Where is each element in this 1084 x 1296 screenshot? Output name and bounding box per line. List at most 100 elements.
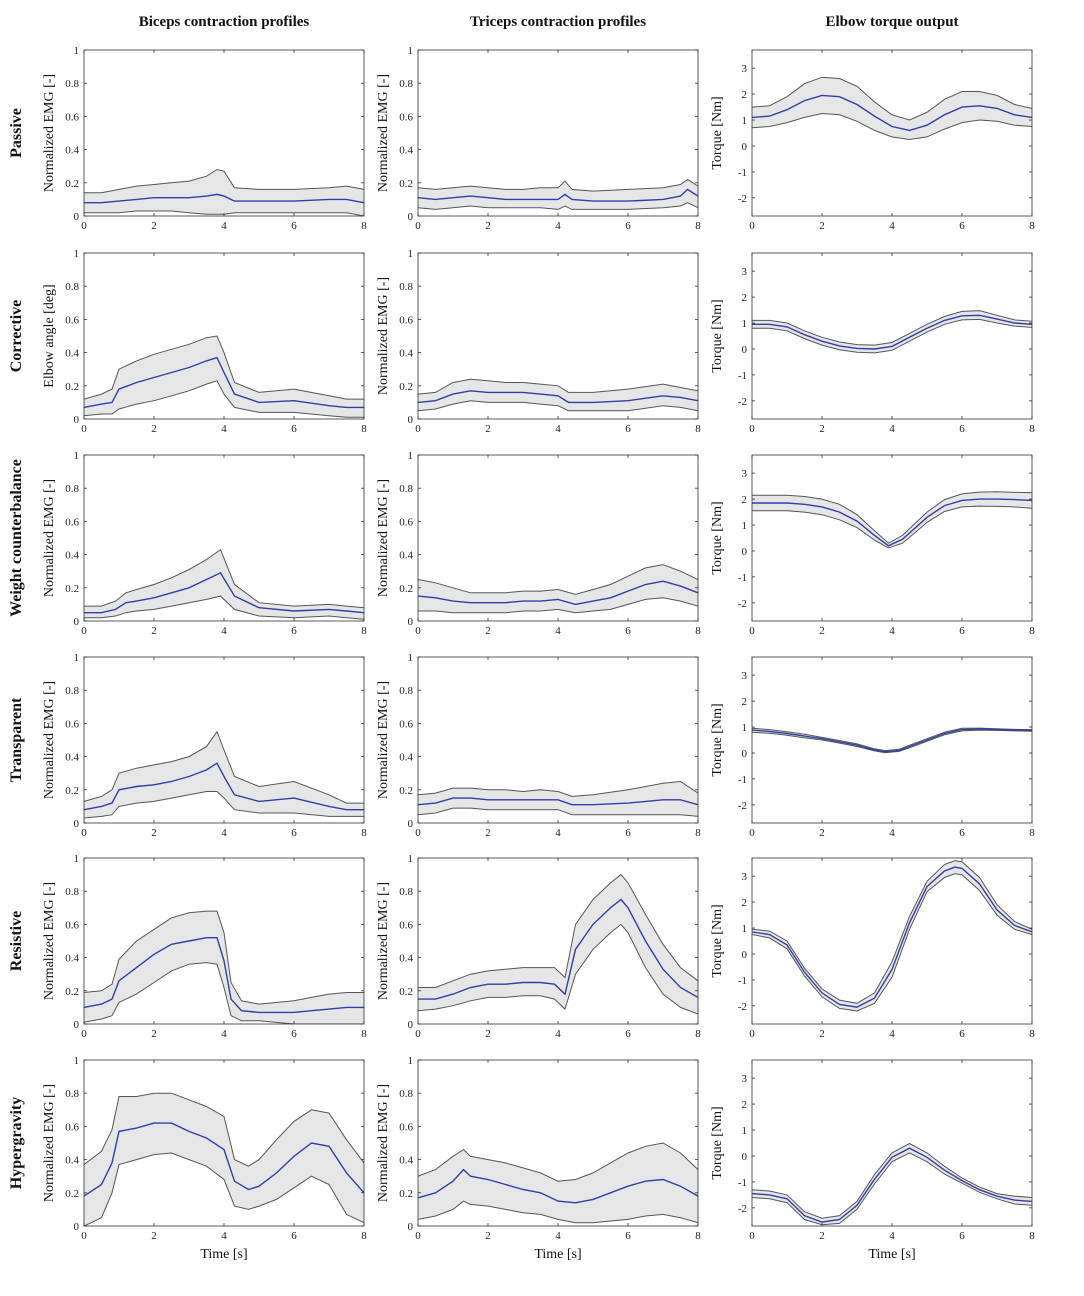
x-tick-label: 4 — [555, 423, 561, 435]
y-axis-label: Normalized EMG [-] — [376, 479, 391, 597]
upper-bound-line — [418, 178, 698, 192]
y-tick-label: -2 — [738, 1001, 747, 1013]
y-tick-label: 1 — [408, 45, 414, 57]
y-tick-label: 3 — [742, 63, 748, 75]
y-tick-label: 0 — [408, 1221, 414, 1233]
x-tick-label: 4 — [221, 220, 227, 232]
x-tick-label: 0 — [415, 827, 421, 839]
y-axis-label: Normalized EMG [-] — [42, 74, 57, 192]
x-tick-label: 6 — [959, 625, 965, 637]
y-tick-label: 0 — [74, 1221, 80, 1233]
panel-transparent-triceps: 0 2 4 6 8 0 0.2 0.4 0.6 0.8 1 Normalized EMG [-] — [376, 652, 701, 839]
std-band — [84, 1093, 364, 1226]
y-tick-label: 1 — [408, 1055, 414, 1067]
panel-weight-counterbalance-triceps: 0 2 4 6 8 0 0.2 0.4 0.6 0.8 1 Normalized EMG [-] — [376, 450, 701, 637]
panel-resistive-triceps: 0 2 4 6 8 0 0.2 0.4 0.6 0.8 1 Normalized EMG [-] — [376, 853, 701, 1040]
y-tick-label: 0.2 — [65, 1188, 79, 1200]
y-tick-label: 0.6 — [65, 516, 79, 528]
upper-bound-line — [418, 564, 698, 595]
panel-hypergravity-triceps: 0 2 4 6 8 0 0.2 0.4 0.6 0.8 1 Normalized EMG [-] — [376, 1055, 701, 1242]
x-tick-label: 2 — [819, 827, 825, 839]
plot-area — [752, 1060, 1032, 1226]
x-tick-label: 2 — [819, 625, 825, 637]
panel-resistive-biceps: 0 2 4 6 8 0 0.2 0.4 0.6 0.8 1 Normalized EMG [-] — [42, 853, 367, 1040]
x-tick-label: 4 — [221, 625, 227, 637]
panel-corrective-elbow: 0 2 4 6 8 -2 -1 0 1 2 3 Torque [Nm] — [710, 252, 1035, 435]
y-tick-label: 1 — [74, 450, 80, 462]
x-tick-label: 2 — [151, 625, 157, 637]
x-tick-label: 8 — [695, 1230, 701, 1242]
y-tick-label: -1 — [738, 774, 747, 786]
y-tick-label: 0.2 — [399, 381, 413, 393]
x-tick-label: 2 — [485, 827, 491, 839]
panel-hypergravity-elbow: 0 2 4 6 8 -2 -1 0 1 2 3 Torque [Nm] — [710, 1059, 1035, 1242]
y-tick-label: 0 — [742, 748, 748, 760]
row-label-weight-counterbalance: Weight counterbalance — [8, 459, 25, 617]
lower-bound-line — [752, 318, 1032, 354]
x-tick-label: 6 — [291, 1230, 297, 1242]
x-tick-label: 8 — [1029, 423, 1035, 435]
x-tick-label: 6 — [291, 1028, 297, 1040]
plot-area — [752, 253, 1032, 419]
upper-bound-line — [84, 335, 364, 400]
x-tick-label: 0 — [415, 625, 421, 637]
y-tick-label: -2 — [738, 598, 747, 610]
x-axis-label-torque: Time [s] — [868, 1247, 915, 1262]
x-tick-label: 2 — [485, 1230, 491, 1242]
y-tick-label: 0 — [74, 211, 80, 223]
upper-bound-line — [418, 873, 698, 988]
lower-bound-line — [752, 505, 1032, 549]
x-tick-label: 4 — [555, 220, 561, 232]
y-tick-label: 3 — [742, 871, 748, 883]
x-tick-label: 8 — [361, 827, 367, 839]
panel-weight-counterbalance-elbow: 0 2 4 6 8 -2 -1 0 1 2 3 Torque [Nm] — [710, 454, 1035, 637]
y-tick-label: 1 — [742, 722, 748, 734]
y-tick-label: 0.6 — [65, 718, 79, 730]
std-band — [752, 1143, 1032, 1225]
panel-passive-triceps: 0 2 4 6 8 0 0.2 0.4 0.6 0.8 1 Normalized EMG [-] — [376, 45, 701, 232]
y-tick-label: 2 — [742, 89, 748, 101]
y-axis-label: Elbow angle [deg] — [42, 284, 57, 387]
x-tick-label: 8 — [361, 220, 367, 232]
std-band — [418, 379, 698, 411]
x-tick-label: 6 — [291, 625, 297, 637]
mean-line — [418, 390, 698, 404]
mean-line — [84, 571, 364, 614]
x-tick-label: 8 — [695, 423, 701, 435]
x-tick-label: 0 — [415, 1230, 421, 1242]
x-tick-label: 0 — [749, 1230, 755, 1242]
mean-line — [418, 580, 698, 606]
x-tick-label: 4 — [555, 625, 561, 637]
lower-bound-line — [84, 962, 364, 1024]
y-axis-label: Normalized EMG [-] — [376, 681, 391, 799]
y-tick-label: 1 — [74, 45, 80, 57]
x-tick-label: 2 — [151, 423, 157, 435]
x-tick-label: 8 — [361, 423, 367, 435]
y-tick-label: 0.4 — [399, 752, 413, 764]
lower-bound-line — [84, 595, 364, 620]
x-tick-label: 4 — [889, 1230, 895, 1242]
x-tick-label: 8 — [361, 1230, 367, 1242]
std-band — [418, 874, 698, 1014]
y-tick-label: 0.4 — [399, 348, 413, 360]
y-axis-label: Torque [Nm] — [710, 703, 725, 776]
y-tick-label: 0 — [408, 818, 414, 830]
x-tick-label: 2 — [151, 1230, 157, 1242]
x-tick-label: 8 — [1029, 1028, 1035, 1040]
row-label-hypergravity: Hypergravity — [8, 1097, 25, 1189]
x-tick-label: 2 — [819, 220, 825, 232]
lower-bound-line — [752, 873, 1032, 1012]
y-axis-label: Torque [Nm] — [710, 501, 725, 574]
y-tick-label: 2 — [742, 494, 748, 506]
y-tick-label: 2 — [742, 1099, 748, 1111]
y-tick-label: -1 — [738, 167, 747, 179]
x-tick-label: 2 — [485, 423, 491, 435]
y-axis-label: Normalized EMG [-] — [376, 1084, 391, 1202]
x-tick-label: 0 — [749, 1028, 755, 1040]
y-tick-label: 1 — [408, 248, 414, 260]
x-tick-label: 6 — [291, 827, 297, 839]
lower-bound-line — [84, 791, 364, 819]
mean-line — [752, 1147, 1032, 1223]
x-tick-label: 8 — [695, 625, 701, 637]
y-tick-label: 0.4 — [65, 953, 79, 965]
